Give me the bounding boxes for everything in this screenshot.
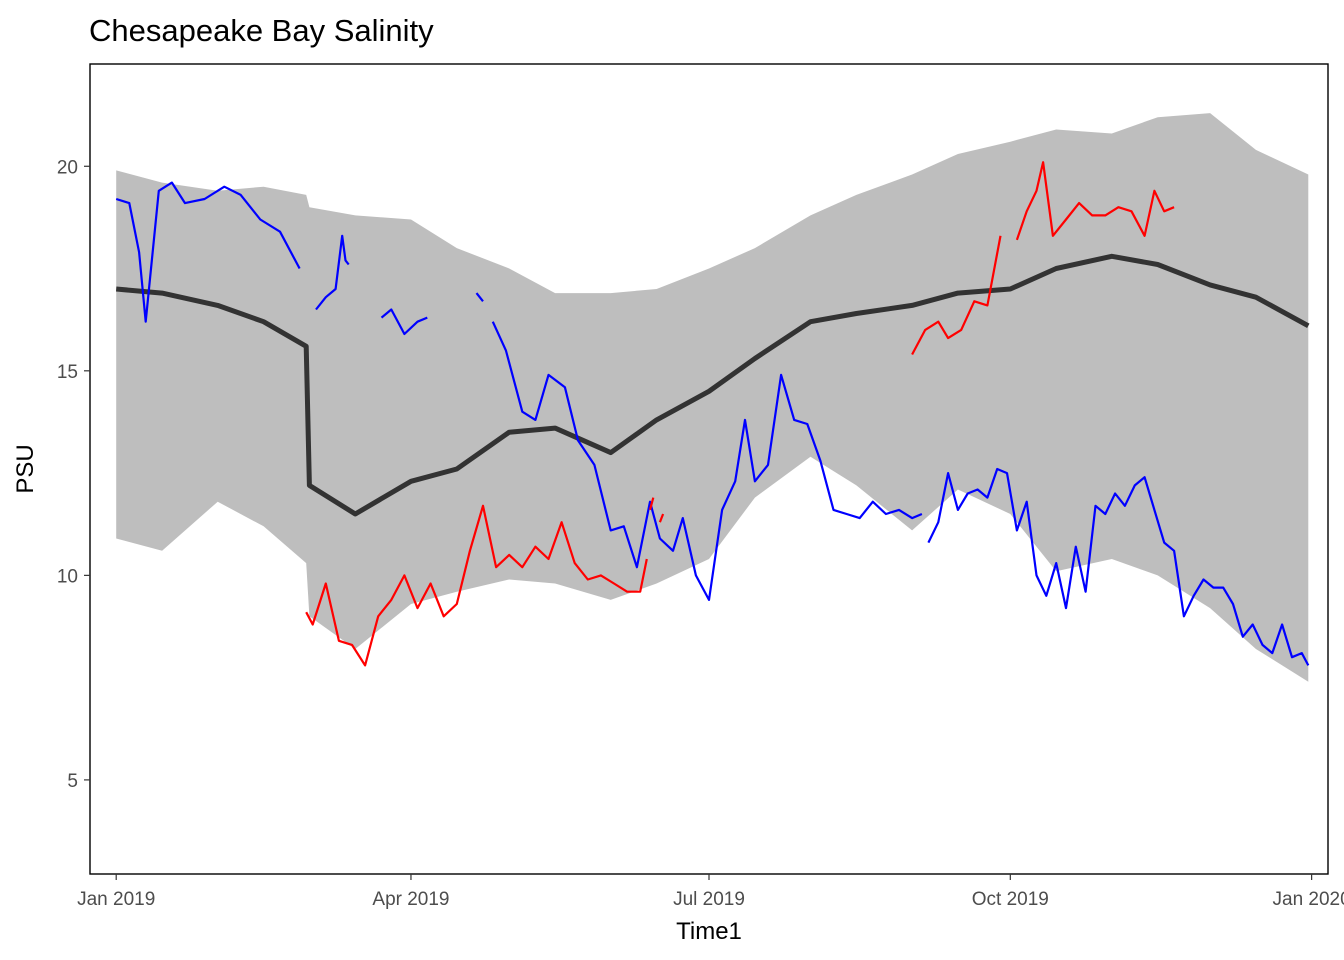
series-blue-segment-4: [475, 292, 484, 302]
series-red-segment-5: [1015, 161, 1175, 241]
x-tick-label: Apr 2019: [372, 889, 449, 910]
x-tick-label: Jul 2019: [673, 889, 745, 910]
series-blue-segment-6: [927, 467, 1310, 666]
chart-title: Chesapeake Bay Salinity: [89, 13, 434, 48]
envelope-ribbon: [116, 113, 1309, 682]
series-red-segment-2: [648, 497, 655, 511]
median-band: [115, 253, 1310, 517]
y-axis-title: PSU: [12, 444, 39, 493]
series-red-segment-3: [658, 513, 665, 523]
x-tick-label: Oct 2019: [972, 889, 1049, 910]
series-blue-segment-5: [491, 321, 923, 602]
y-tick-label: 15: [57, 362, 78, 383]
series-blue-segment-2: [315, 234, 350, 311]
y-tick-label: 5: [67, 771, 78, 792]
series-blue-segment-1: [115, 181, 301, 323]
x-axis: Jan 2019 Apr 2019 Jul 2019 Oct 2019 Jan 2020: [77, 874, 1344, 910]
y-tick-label: 10: [57, 566, 78, 587]
x-axis-title: Time1: [676, 918, 742, 945]
x-tick-label: Jan 2019: [77, 889, 155, 910]
x-tick-label: Jan 2020: [1273, 889, 1344, 910]
series-blue-segment-3: [380, 308, 428, 336]
y-tick-label: 20: [57, 157, 78, 178]
plot-area: [115, 113, 1310, 682]
y-axis: 5 10 15 20: [57, 157, 90, 792]
series-red-segment-4: [911, 235, 1002, 356]
series-red-segment-1: [305, 504, 648, 667]
